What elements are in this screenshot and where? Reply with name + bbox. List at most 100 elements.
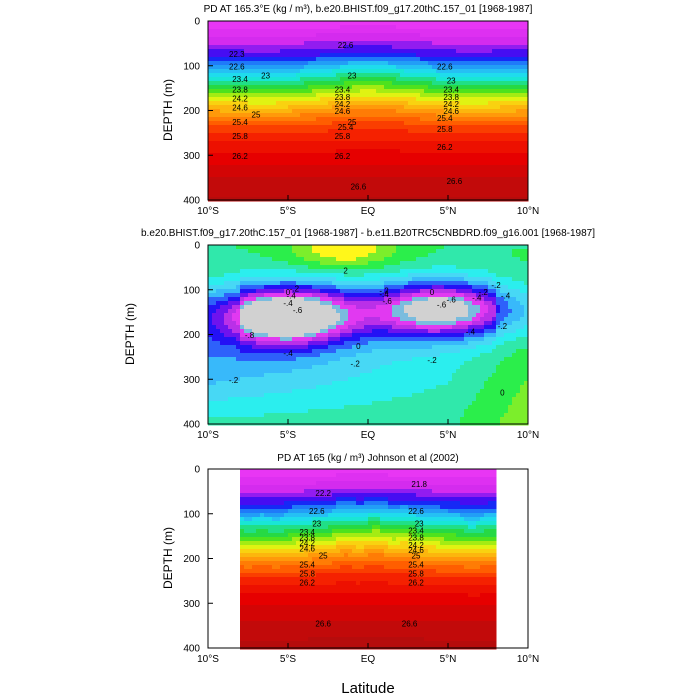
contour-fill-cell bbox=[268, 393, 273, 398]
contour-fill-cell bbox=[500, 121, 505, 126]
contour-fill-cell bbox=[300, 53, 305, 58]
contour-fill-cell bbox=[320, 133, 325, 138]
contour-fill-cell bbox=[432, 53, 437, 58]
contour-fill-cell bbox=[424, 81, 429, 86]
contour-fill-cell bbox=[356, 173, 361, 178]
contour-fill-cell bbox=[236, 121, 241, 126]
contour-fill-cell bbox=[312, 325, 317, 330]
contour-fill-cell bbox=[320, 273, 325, 278]
contour-fill-cell bbox=[508, 117, 513, 122]
contour-fill-cell bbox=[268, 405, 273, 410]
contour-fill-cell bbox=[436, 129, 441, 134]
contour-fill-cell bbox=[228, 105, 233, 110]
contour-fill-cell bbox=[520, 89, 525, 94]
contour-fill-cell bbox=[492, 129, 497, 134]
contour-fill-cell bbox=[220, 277, 225, 282]
contour-fill-cell bbox=[224, 265, 229, 270]
contour-fill-cell bbox=[308, 301, 313, 306]
contour-fill-cell bbox=[228, 89, 233, 94]
contour-fill-cell bbox=[220, 341, 225, 346]
contour-fill-cell bbox=[384, 37, 389, 42]
contour-fill-cell bbox=[488, 145, 493, 150]
contour-fill-cell bbox=[428, 165, 433, 170]
contour-fill-cell bbox=[412, 33, 417, 38]
contour-fill-cell bbox=[308, 405, 313, 410]
contour-fill-cell bbox=[408, 33, 413, 38]
contour-fill-cell bbox=[456, 137, 461, 142]
contour-fill-cell bbox=[472, 117, 477, 122]
contour-fill-cell bbox=[232, 249, 237, 254]
contour-fill-cell bbox=[508, 185, 513, 190]
contour-fill-cell bbox=[428, 21, 433, 26]
contour-fill-cell bbox=[328, 161, 333, 166]
contour-fill-cell bbox=[260, 25, 265, 30]
contour-fill-cell bbox=[252, 329, 257, 334]
contour-fill-cell bbox=[320, 33, 325, 38]
contour-fill-cell bbox=[504, 161, 509, 166]
contour-fill-cell bbox=[252, 365, 257, 370]
contour-fill-cell bbox=[300, 369, 305, 374]
contour-fill-cell bbox=[304, 313, 309, 318]
contour-fill-cell bbox=[328, 141, 333, 146]
contour-fill-cell bbox=[416, 85, 421, 90]
contour-fill-cell bbox=[372, 97, 377, 102]
contour-fill-cell bbox=[356, 125, 361, 130]
contour-fill-cell bbox=[456, 97, 461, 102]
contour-fill-cell bbox=[268, 421, 273, 426]
contour-fill-cell bbox=[344, 69, 349, 74]
contour-fill-cell bbox=[384, 153, 389, 158]
contour-fill-cell bbox=[300, 37, 305, 42]
contour-fill-cell bbox=[432, 93, 437, 98]
contour-fill-cell bbox=[324, 53, 329, 58]
contour-fill-cell bbox=[428, 57, 433, 62]
contour-fill-cell bbox=[388, 45, 393, 50]
contour-fill-cell bbox=[500, 161, 505, 166]
contour-fill-cell bbox=[252, 421, 257, 426]
contour-fill-cell bbox=[228, 293, 233, 298]
contour-fill-cell bbox=[308, 401, 313, 406]
contour-fill-cell bbox=[244, 149, 249, 154]
contour-fill-cell bbox=[296, 273, 301, 278]
contour-fill-cell bbox=[304, 345, 309, 350]
contour-fill-cell bbox=[288, 45, 293, 50]
contour-fill-cell bbox=[284, 121, 289, 126]
contour-fill-cell bbox=[236, 77, 241, 82]
contour-fill-cell bbox=[316, 361, 321, 366]
contour-fill-cell bbox=[316, 325, 321, 330]
contour-fill-cell bbox=[296, 381, 301, 386]
contour-fill-cell bbox=[240, 377, 245, 382]
contour-fill-cell bbox=[456, 197, 461, 202]
contour-fill-cell bbox=[252, 177, 257, 182]
contour-fill-cell bbox=[292, 61, 297, 66]
contour-fill-cell bbox=[256, 97, 261, 102]
contour-fill-cell bbox=[208, 69, 213, 74]
contour-fill-cell bbox=[280, 401, 285, 406]
contour-fill-cell bbox=[340, 165, 345, 170]
contour-fill-cell bbox=[372, 93, 377, 98]
contour-fill-cell bbox=[440, 89, 445, 94]
contour-fill-cell bbox=[348, 153, 353, 158]
contour-fill-cell bbox=[512, 157, 517, 162]
contour-fill-cell bbox=[244, 265, 249, 270]
contour-fill-cell bbox=[304, 129, 309, 134]
contour-fill-cell bbox=[208, 165, 213, 170]
contour-fill-cell bbox=[296, 365, 301, 370]
contour-fill-cell bbox=[388, 33, 393, 38]
contour-fill-cell bbox=[208, 21, 213, 26]
contour-fill-cell bbox=[268, 305, 273, 310]
contour-fill-cell bbox=[220, 109, 225, 114]
contour-fill-cell bbox=[508, 77, 513, 82]
contour-fill-cell bbox=[332, 117, 337, 122]
contour-fill-cell bbox=[516, 129, 521, 134]
contour-fill-cell bbox=[272, 117, 277, 122]
contour-fill-cell bbox=[224, 37, 229, 42]
contour-fill-cell bbox=[324, 65, 329, 70]
contour-fill-cell bbox=[308, 69, 313, 74]
contour-fill-cell bbox=[420, 73, 425, 78]
contour-fill-cell bbox=[404, 193, 409, 198]
contour-fill-cell bbox=[320, 313, 325, 318]
contour-fill-cell bbox=[344, 161, 349, 166]
contour-fill-cell bbox=[312, 145, 317, 150]
contour-fill-cell bbox=[364, 141, 369, 146]
contour-fill-cell bbox=[296, 33, 301, 38]
